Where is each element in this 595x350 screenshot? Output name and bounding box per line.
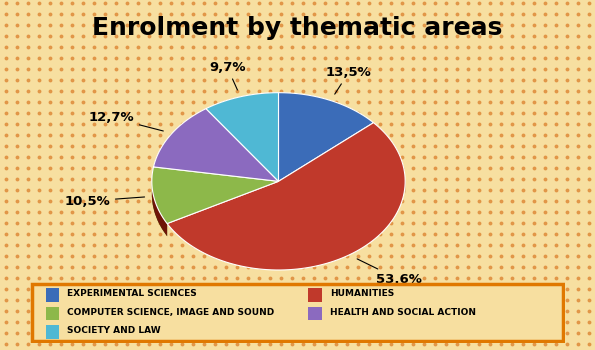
Text: 10,5%: 10,5% xyxy=(64,195,145,208)
FancyBboxPatch shape xyxy=(308,307,322,320)
Polygon shape xyxy=(152,167,278,224)
Text: HEALTH AND SOCIAL ACTION: HEALTH AND SOCIAL ACTION xyxy=(330,308,475,317)
Polygon shape xyxy=(278,93,374,181)
Text: 9,7%: 9,7% xyxy=(209,61,246,90)
FancyBboxPatch shape xyxy=(46,288,60,302)
FancyBboxPatch shape xyxy=(46,325,60,339)
Text: 53,6%: 53,6% xyxy=(357,259,422,286)
Text: Enrolment by thematic areas: Enrolment by thematic areas xyxy=(92,16,503,40)
Text: 13,5%: 13,5% xyxy=(326,66,372,94)
Polygon shape xyxy=(154,108,278,181)
Polygon shape xyxy=(206,93,278,181)
Polygon shape xyxy=(167,123,405,270)
Text: EXPERIMENTAL SCIENCES: EXPERIMENTAL SCIENCES xyxy=(67,289,197,299)
Text: SOCIETY AND LAW: SOCIETY AND LAW xyxy=(67,326,161,335)
FancyBboxPatch shape xyxy=(308,288,322,302)
Text: COMPUTER SCIENCE, IMAGE AND SOUND: COMPUTER SCIENCE, IMAGE AND SOUND xyxy=(67,308,274,317)
FancyBboxPatch shape xyxy=(33,284,563,341)
Text: HUMANITIES: HUMANITIES xyxy=(330,289,394,299)
FancyBboxPatch shape xyxy=(46,307,60,320)
Text: 12,7%: 12,7% xyxy=(88,111,163,131)
Polygon shape xyxy=(152,93,405,236)
Polygon shape xyxy=(152,181,167,236)
